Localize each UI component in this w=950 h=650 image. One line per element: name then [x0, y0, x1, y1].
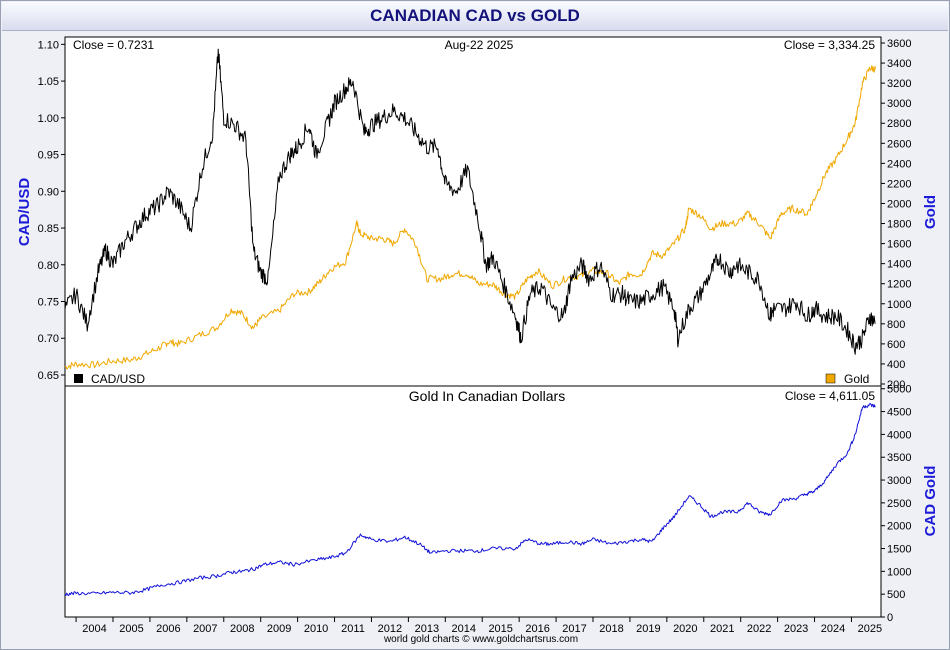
- left-tick-label: 1.10: [38, 39, 59, 51]
- gold-tick-label: 3200: [887, 78, 911, 90]
- x-tick-label: 2007: [193, 623, 217, 635]
- x-tick-label: 2022: [747, 623, 771, 635]
- footer-credit: world gold charts © www.goldchartsrus.co…: [383, 634, 578, 645]
- gold-tick-label: 3400: [887, 58, 911, 70]
- right-close-label: Close = 3,334.25: [784, 38, 875, 52]
- x-tick-label: 2006: [156, 623, 180, 635]
- x-tick-label: 2009: [267, 623, 291, 635]
- left-close-label: Close = 0.7231: [73, 38, 154, 52]
- left-tick-label: 0.90: [38, 186, 59, 198]
- legend-label-cad: CAD/USD: [91, 372, 145, 386]
- gold-tick-label: 2600: [887, 138, 911, 150]
- cad-gold-tick-label: 5000: [887, 384, 911, 396]
- top-panel-background: [64, 36, 882, 387]
- cad-gold-tick-label: 1000: [887, 566, 911, 578]
- bottom-close-label: Close = 4,611.05: [785, 389, 876, 403]
- cad-gold-tick-label: 3500: [887, 452, 911, 464]
- left-tick-label: 1.00: [38, 113, 59, 125]
- title-bar: CANADIAN CAD vs GOLD: [2, 2, 948, 31]
- left-tick-label: 0.85: [38, 223, 59, 235]
- bottom-panel-title: Gold In Canadian Dollars: [409, 388, 565, 404]
- x-tick-label: 2024: [821, 623, 845, 635]
- left-tick-label: 1.05: [38, 76, 59, 88]
- gold-tick-label: 800: [887, 319, 905, 331]
- bottom-panel-background: [64, 385, 882, 618]
- gold-tick-label: 1200: [887, 279, 911, 291]
- cad-gold-series-line: [64, 403, 876, 596]
- x-tick-label: 2004: [82, 623, 106, 635]
- x-tick-label: 2023: [784, 623, 808, 635]
- series-lines: [64, 48, 876, 596]
- gold-tick-label: 1400: [887, 259, 911, 271]
- x-tick-label: 2014: [452, 623, 476, 635]
- cad-gold-tick-label: 2500: [887, 498, 911, 510]
- cad-gold-tick-label: 500: [887, 589, 905, 601]
- x-tick-label: 2011: [341, 623, 365, 635]
- legend-swatch-gold: [825, 373, 836, 384]
- gold-tick-label: 400: [887, 359, 905, 371]
- x-tick-label: 2008: [230, 623, 254, 635]
- x-tick-label: 2012: [378, 623, 402, 635]
- page-title: CANADIAN CAD vs GOLD: [370, 6, 580, 25]
- x-tick-label: 2018: [599, 623, 623, 635]
- gold-tick-label: 1000: [887, 299, 911, 311]
- gold-tick-label: 1800: [887, 219, 911, 231]
- legend-swatch-cad: [74, 374, 83, 383]
- cad-gold-tick-label: 4000: [887, 429, 911, 441]
- cad-usd-series-line: [64, 48, 876, 355]
- tick-labels: 0.65 0.70 0.75 0.80 0.85 0.90 0.95 1.00 1.05 1.10…: [38, 38, 912, 635]
- gold-tick-label: 2000: [887, 198, 911, 210]
- gold-tick-label: 2200: [887, 178, 911, 190]
- x-tick-label: 2010: [304, 623, 328, 635]
- x-tick-label: 2005: [119, 623, 143, 635]
- right-axis-title-cad-gold: CAD Gold: [922, 466, 939, 537]
- x-tick-label: 2020: [673, 623, 697, 635]
- gold-tick-label: 3600: [887, 38, 911, 50]
- left-tick-label: 0.80: [38, 260, 59, 272]
- x-tick-label: 2015: [488, 623, 512, 635]
- cad-gold-tick-label: 1500: [887, 544, 911, 556]
- x-tick-label: 2025: [858, 623, 882, 635]
- x-tick-label: 2021: [710, 623, 734, 635]
- legend-label-gold: Gold: [844, 372, 869, 386]
- gold-tick-label: 200: [887, 379, 905, 391]
- cad-gold-tick-label: 0: [887, 612, 893, 624]
- right-axis-title-gold: Gold: [922, 195, 939, 229]
- gold-tick-label: 1600: [887, 239, 911, 251]
- x-tick-label: 2019: [636, 623, 660, 635]
- gold-tick-label: 2400: [887, 158, 911, 170]
- gold-tick-label: 2800: [887, 118, 911, 130]
- cad-gold-tick-label: 4500: [887, 407, 911, 419]
- cad-gold-tick-label: 3000: [887, 475, 911, 487]
- left-tick-label: 0.70: [38, 333, 59, 345]
- date-label: Aug-22 2025: [445, 38, 514, 52]
- gold-tick-label: 3000: [887, 98, 911, 110]
- x-tick-label: 2016: [525, 623, 549, 635]
- gold-series-line: [64, 65, 876, 370]
- x-tick-label: 2013: [415, 623, 439, 635]
- left-axis-title: CAD/USD: [16, 178, 33, 247]
- cad-gold-tick-label: 2000: [887, 521, 911, 533]
- left-tick-label: 0.95: [38, 150, 59, 162]
- gold-tick-label: 600: [887, 339, 905, 351]
- x-tick-label: 2017: [562, 623, 586, 635]
- left-tick-label: 0.65: [38, 370, 59, 382]
- left-tick-label: 0.75: [38, 297, 59, 309]
